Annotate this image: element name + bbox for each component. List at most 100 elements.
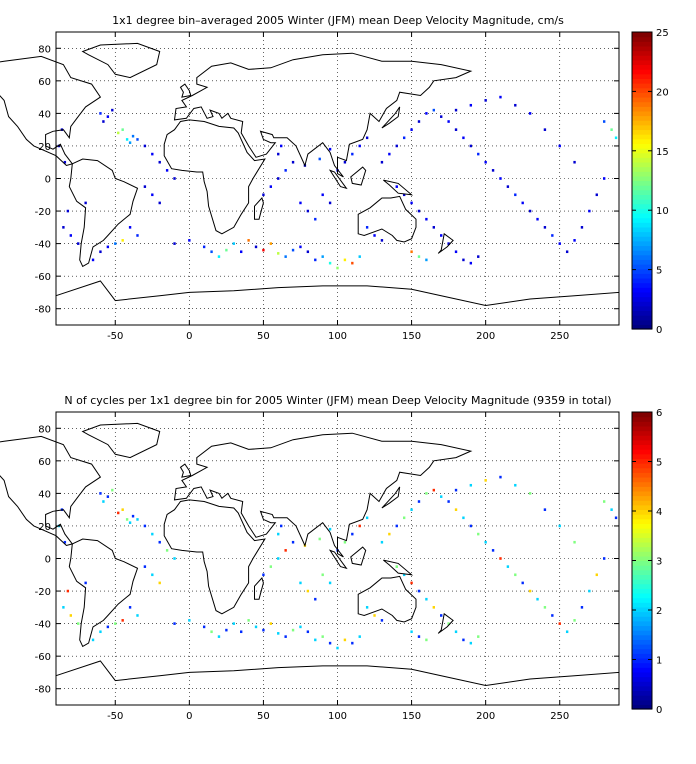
x-tick-label: 100 bbox=[328, 711, 347, 722]
y-tick-label: -20 bbox=[35, 207, 51, 218]
data-cell bbox=[365, 516, 369, 520]
data-cell bbox=[306, 630, 310, 634]
colorbar-segment bbox=[632, 699, 652, 705]
y-tick-label: 40 bbox=[38, 109, 51, 120]
data-cell bbox=[328, 147, 332, 151]
colorbar-segment bbox=[632, 551, 652, 557]
data-cell bbox=[499, 95, 502, 99]
colorbar-segment bbox=[632, 199, 652, 205]
colorbar-segment bbox=[632, 59, 652, 66]
data-cell bbox=[469, 144, 473, 148]
data-cell bbox=[173, 177, 176, 180]
data-cell bbox=[280, 144, 283, 148]
colorbar-segment bbox=[632, 421, 652, 427]
data-cell bbox=[491, 549, 495, 552]
colorbar-segment bbox=[632, 449, 652, 455]
data-cell bbox=[136, 518, 139, 521]
colorbar-segment bbox=[632, 301, 652, 307]
colorbar-segment bbox=[632, 504, 652, 511]
colorbar-segment bbox=[632, 212, 652, 219]
data-cell bbox=[262, 628, 265, 632]
colorbar-segment bbox=[632, 64, 652, 70]
data-cell bbox=[469, 261, 473, 265]
colorbar-segment bbox=[632, 690, 652, 696]
data-cell bbox=[336, 266, 339, 270]
colorbar-segment bbox=[632, 152, 652, 158]
coastline-north-america bbox=[0, 435, 102, 547]
data-cell bbox=[291, 160, 295, 164]
data-cell bbox=[117, 131, 120, 135]
data-cell bbox=[328, 527, 332, 531]
x-tick-label: 50 bbox=[257, 331, 270, 342]
colorbar-segment bbox=[632, 495, 652, 501]
data-cell bbox=[328, 201, 332, 205]
colorbar-segment bbox=[632, 189, 652, 196]
data-cell bbox=[573, 619, 576, 622]
data-cell bbox=[425, 258, 428, 262]
data-cell bbox=[299, 201, 302, 205]
colorbar-segment bbox=[632, 704, 652, 710]
colorbar-segment bbox=[632, 592, 652, 599]
data-cell bbox=[328, 581, 332, 585]
colorbar-segment bbox=[632, 509, 652, 515]
data-cell bbox=[131, 514, 135, 518]
colorbar-segment bbox=[632, 175, 652, 182]
colorbar-segment bbox=[632, 157, 652, 163]
data-cell bbox=[314, 638, 317, 642]
coastline-uk bbox=[179, 83, 192, 98]
colorbar-segment bbox=[632, 634, 652, 640]
data-cell bbox=[125, 518, 129, 521]
data-cell bbox=[165, 169, 169, 172]
colorbar-segment bbox=[632, 467, 652, 473]
data-cell bbox=[447, 622, 450, 625]
data-cell bbox=[151, 532, 154, 536]
data-cell bbox=[365, 226, 369, 229]
data-cell bbox=[232, 622, 235, 625]
grid bbox=[56, 412, 619, 705]
colorbar-segment bbox=[632, 625, 652, 631]
y-tick-label: -80 bbox=[35, 305, 51, 316]
coastline-borneo bbox=[350, 546, 367, 566]
data-cell bbox=[477, 532, 480, 536]
colorbar-tick-label: 5 bbox=[656, 458, 662, 469]
colorbar-segment bbox=[632, 597, 652, 603]
colorbar-segment bbox=[632, 671, 652, 678]
data-cell bbox=[217, 635, 221, 638]
data-cell bbox=[440, 614, 443, 617]
data-cell bbox=[280, 524, 283, 528]
data-cell bbox=[402, 193, 406, 197]
data-cell bbox=[432, 226, 435, 229]
colorbar-segment bbox=[632, 120, 652, 126]
data-cell bbox=[580, 226, 584, 229]
data-cell bbox=[514, 103, 517, 107]
colorbar-segment bbox=[632, 490, 652, 497]
data-cell bbox=[425, 597, 428, 601]
data-cell bbox=[114, 622, 117, 625]
data-cell bbox=[351, 532, 354, 536]
data-cell bbox=[277, 632, 280, 635]
y-tick-label: 20 bbox=[38, 522, 51, 533]
colorbar-segment bbox=[632, 240, 652, 247]
coastline-greenland bbox=[81, 422, 161, 459]
data-cell bbox=[321, 193, 324, 197]
y-tick-label: 60 bbox=[38, 457, 51, 468]
colorbar-segment bbox=[632, 185, 652, 191]
data-cell bbox=[128, 141, 132, 144]
data-cell bbox=[358, 144, 361, 148]
data-cell bbox=[277, 152, 280, 156]
colorbar-segment bbox=[632, 588, 652, 594]
grid bbox=[56, 32, 619, 325]
y-tick-label: -40 bbox=[35, 620, 51, 631]
colorbar-segment bbox=[632, 546, 652, 552]
data-cell bbox=[447, 500, 450, 503]
data-cell bbox=[306, 589, 310, 593]
colorbar-segment bbox=[632, 648, 652, 654]
coastline-japan bbox=[381, 486, 401, 509]
data-cell bbox=[454, 508, 458, 511]
data-cell bbox=[402, 136, 406, 140]
data-cell bbox=[328, 641, 332, 645]
data-cell bbox=[84, 201, 87, 205]
colorbar-segment bbox=[632, 541, 652, 548]
colorbar-tick-label: 20 bbox=[656, 87, 669, 98]
